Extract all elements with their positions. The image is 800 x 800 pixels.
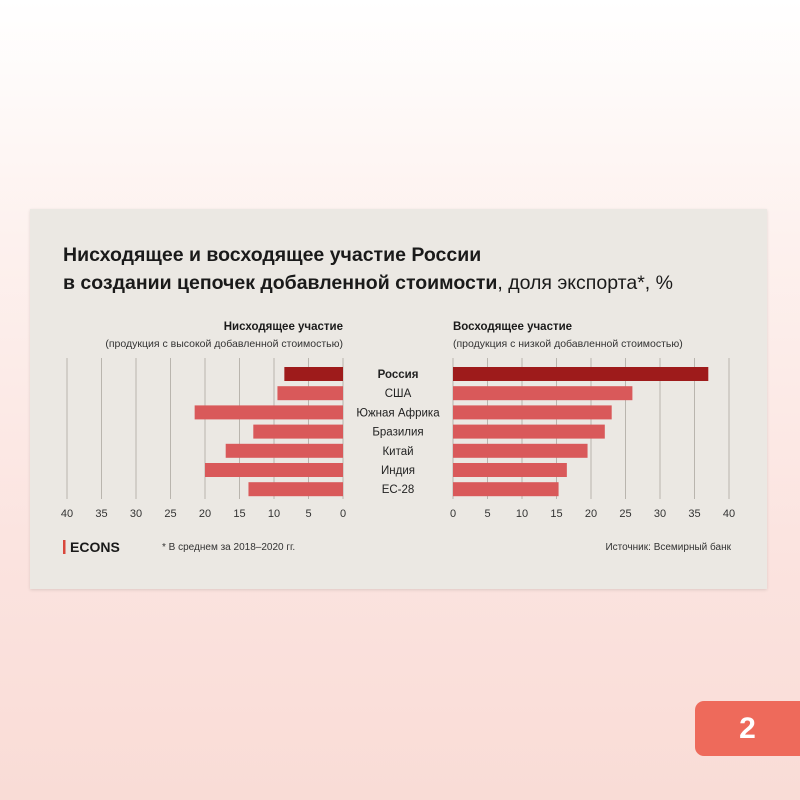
left-tick-label: 0 bbox=[340, 508, 346, 520]
left-tick-label: 40 bbox=[61, 508, 73, 520]
category-label: Индия bbox=[381, 465, 415, 477]
right-tick-label: 25 bbox=[619, 508, 631, 520]
left-bar bbox=[277, 386, 343, 401]
category-label: ЕС-28 bbox=[382, 484, 415, 496]
chart-title: Нисходящее и восходящее участие России в… bbox=[63, 241, 753, 297]
econs-logo: ECONS bbox=[70, 539, 120, 555]
left-tick-label: 15 bbox=[233, 508, 245, 520]
right-tick-label: 10 bbox=[516, 508, 528, 520]
right-tick-label: 20 bbox=[585, 508, 597, 520]
left-tick-label: 5 bbox=[305, 508, 311, 520]
left-panel-title: Нисходящее участие bbox=[224, 321, 343, 333]
right-tick-label: 30 bbox=[654, 508, 666, 520]
left-tick-label: 10 bbox=[268, 508, 280, 520]
right-tick-label: 5 bbox=[484, 508, 490, 520]
right-bar bbox=[453, 482, 559, 497]
left-tick-label: 30 bbox=[130, 508, 142, 520]
right-tick-label: 40 bbox=[723, 508, 735, 520]
right-tick-label: 15 bbox=[550, 508, 562, 520]
right-tick-label: 35 bbox=[688, 508, 700, 520]
footnote: * В среднем за 2018–2020 гг. bbox=[162, 542, 295, 553]
left-bar bbox=[225, 443, 343, 458]
left-bar bbox=[284, 367, 343, 381]
left-tick-label: 35 bbox=[95, 508, 107, 520]
right-bar bbox=[453, 405, 612, 420]
left-tick-label: 25 bbox=[164, 508, 176, 520]
right-tick-label: 0 bbox=[450, 508, 456, 520]
left-tick-label: 20 bbox=[199, 508, 211, 520]
right-bar bbox=[453, 424, 605, 439]
category-label: Южная Африка bbox=[356, 407, 440, 419]
logo-bar bbox=[63, 540, 66, 554]
left-bar bbox=[253, 424, 343, 439]
page-number: 2 bbox=[739, 711, 756, 745]
right-panel-title: Восходящее участие bbox=[453, 321, 572, 333]
title-line2-bold: в создании цепочек добавленной стоимости bbox=[63, 272, 498, 294]
right-bar bbox=[453, 367, 709, 381]
left-bar bbox=[194, 405, 343, 420]
title-line1: Нисходящее и восходящее участие России bbox=[63, 244, 482, 266]
category-label: Россия bbox=[378, 369, 419, 381]
right-bar bbox=[453, 386, 633, 401]
page-number-badge: 2 bbox=[695, 701, 800, 756]
category-label: Китай bbox=[382, 446, 413, 458]
right-bar bbox=[453, 463, 567, 477]
right-panel-subtitle: (продукция с низкой добавленной стоимост… bbox=[453, 338, 683, 350]
chart-canvas: 0 5 10 15 20 25 30 35 40 0 5 10 15 20 25 30 35 40 Нисходящ… bbox=[61, 321, 735, 555]
category-label: США bbox=[385, 388, 412, 400]
left-bar bbox=[248, 482, 343, 497]
title-line2-rest: , доля экспорта*, % bbox=[497, 272, 673, 294]
source-note: Источник: Всемирный банк bbox=[605, 541, 731, 553]
chart-card: Нисходящее и восходящее участие России в… bbox=[30, 209, 767, 589]
right-bar bbox=[453, 443, 588, 458]
left-panel-subtitle: (продукция с высокой добавленной стоимос… bbox=[105, 338, 343, 350]
category-label: Бразилия bbox=[372, 427, 423, 439]
left-bar bbox=[205, 463, 343, 477]
